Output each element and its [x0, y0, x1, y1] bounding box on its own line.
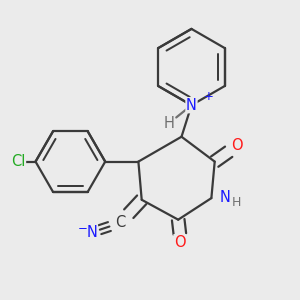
Text: Cl: Cl: [11, 154, 26, 169]
Text: N: N: [86, 225, 98, 240]
Text: N: N: [220, 190, 231, 205]
Text: O: O: [231, 138, 243, 153]
Text: O: O: [174, 235, 186, 250]
Text: N: N: [186, 98, 197, 113]
Text: H: H: [232, 196, 242, 209]
Text: H: H: [164, 116, 174, 131]
Text: +: +: [204, 90, 214, 104]
Text: −: −: [78, 222, 88, 235]
Text: C: C: [115, 215, 125, 230]
